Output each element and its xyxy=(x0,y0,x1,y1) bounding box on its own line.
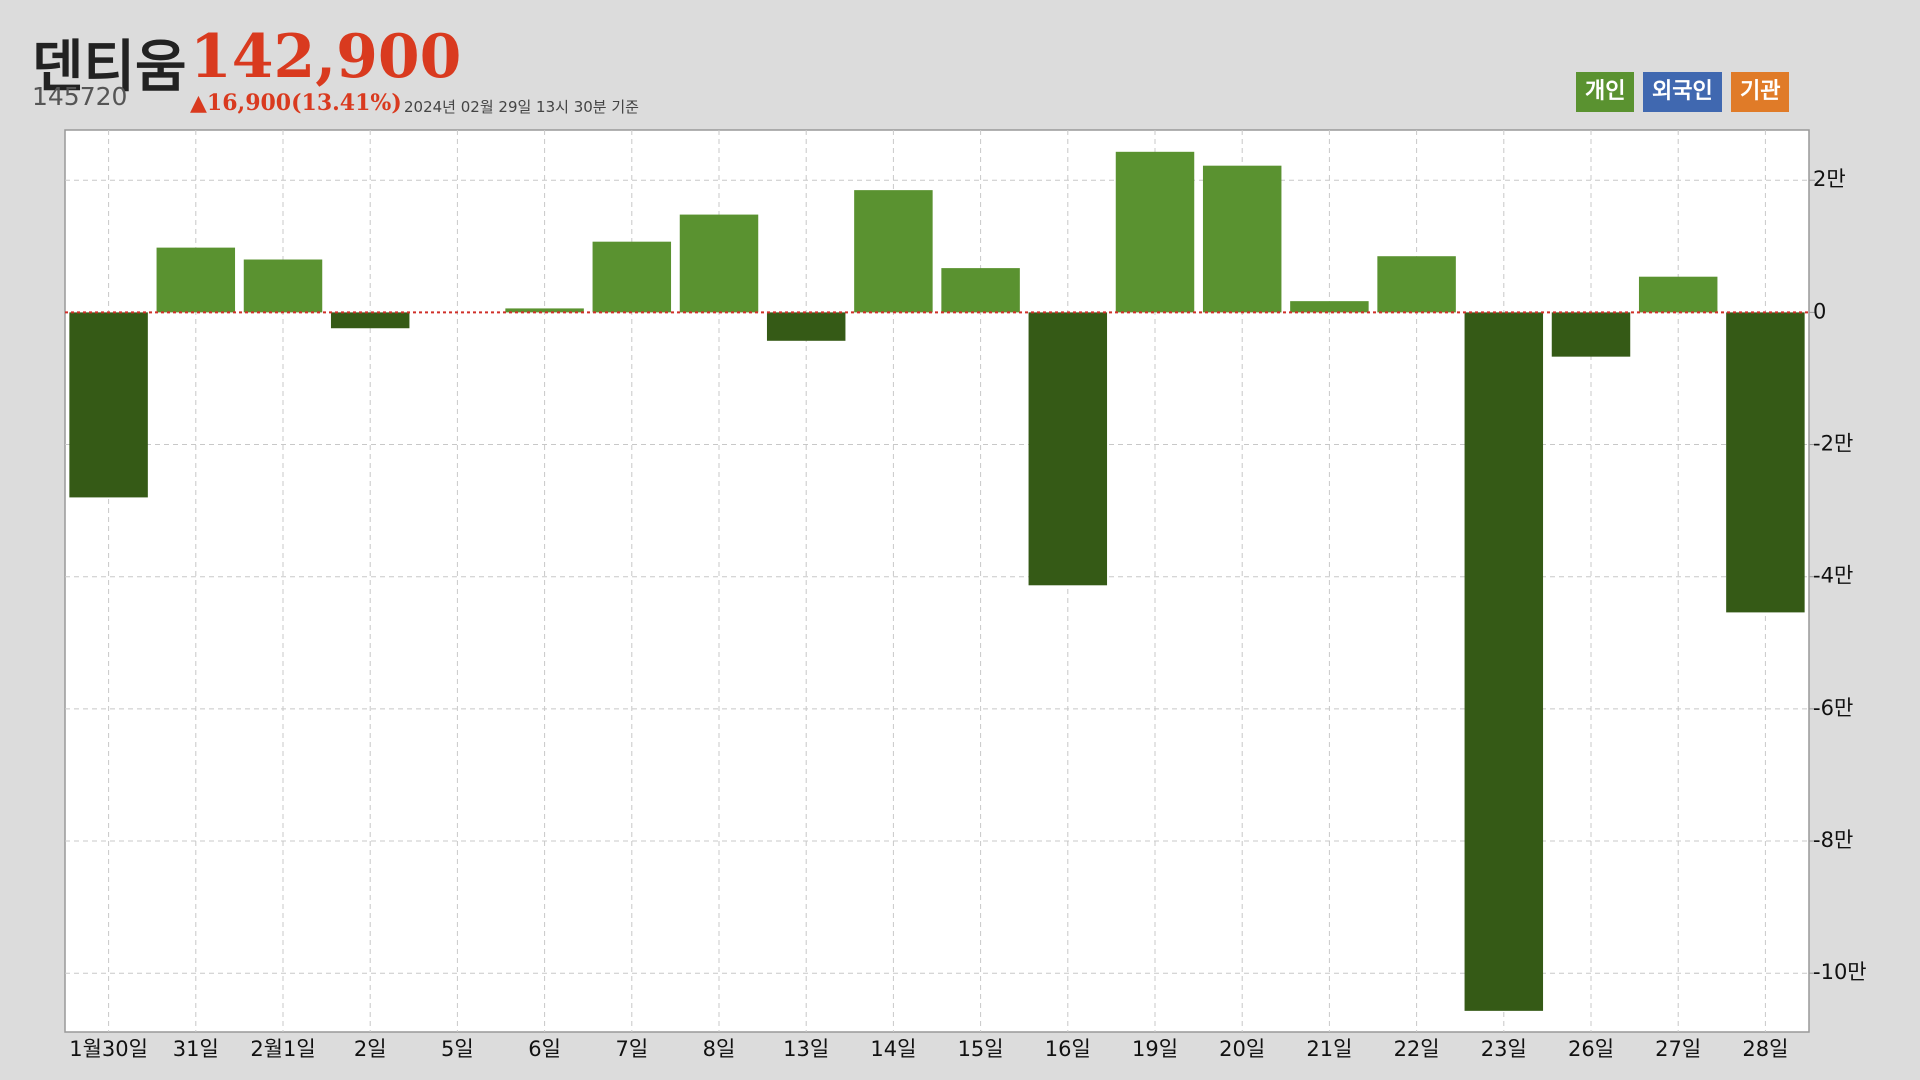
legend-button[interactable]: 기관 xyxy=(1731,72,1790,112)
x-tick-label: 22일 xyxy=(1394,1037,1440,1061)
legend-button[interactable]: 외국인 xyxy=(1643,72,1722,112)
x-tick-label: 28일 xyxy=(1742,1037,1788,1061)
x-tick-label: 8일 xyxy=(703,1037,736,1061)
plot-area xyxy=(64,129,1810,1033)
x-tick-label: 27일 xyxy=(1655,1037,1701,1061)
bar xyxy=(1202,165,1282,313)
bar xyxy=(941,268,1020,313)
y-tick-label: -6만 xyxy=(1813,696,1853,720)
x-tick-label: 2일 xyxy=(354,1037,387,1061)
x-tick-label: 5일 xyxy=(441,1037,474,1061)
x-tick-label: 7일 xyxy=(615,1037,648,1061)
y-tick-label: -8만 xyxy=(1813,828,1853,852)
stock-code: 145720 xyxy=(32,82,128,111)
bar xyxy=(679,214,759,313)
timestamp: 2024년 02월 29일 13시 30분 기준 xyxy=(404,98,639,116)
bar xyxy=(69,312,148,498)
bar xyxy=(1638,276,1718,313)
x-tick-label: 26일 xyxy=(1568,1037,1614,1061)
y-tick-label: -2만 xyxy=(1813,432,1853,456)
stock-name: 덴티움 xyxy=(32,35,187,100)
legend-button[interactable]: 개인 xyxy=(1576,72,1635,112)
bar xyxy=(1464,312,1544,1011)
x-tick-label: 19일 xyxy=(1132,1037,1178,1061)
bar xyxy=(1551,312,1631,357)
bar xyxy=(854,190,933,313)
bar xyxy=(766,312,846,341)
bar xyxy=(330,312,410,329)
x-tick-label: 6일 xyxy=(528,1037,561,1061)
bar xyxy=(1290,301,1369,313)
x-tick-label: 2월1일 xyxy=(250,1037,315,1061)
x-tick-label: 1월30일 xyxy=(69,1037,148,1061)
bar xyxy=(156,247,236,313)
bar xyxy=(1377,256,1456,313)
bar xyxy=(1028,312,1108,586)
y-tick-label: 0 xyxy=(1813,299,1826,323)
bar xyxy=(592,241,672,313)
price-change: ▲16,900(13.41%) xyxy=(190,90,402,116)
y-tick-label: 2만 xyxy=(1813,167,1846,191)
x-tick-label: 23일 xyxy=(1481,1037,1527,1061)
bar xyxy=(243,259,323,313)
x-tick-label: 15일 xyxy=(958,1037,1004,1061)
x-tick-label: 21일 xyxy=(1306,1037,1352,1061)
bar xyxy=(505,308,584,313)
x-tick-label: 31일 xyxy=(173,1037,219,1061)
x-tick-label: 16일 xyxy=(1045,1037,1091,1061)
stock-price: 142,900 xyxy=(190,22,462,92)
bar xyxy=(1726,312,1805,613)
y-tick-label: -4만 xyxy=(1813,564,1853,588)
x-tick-label: 14일 xyxy=(870,1037,916,1061)
bar xyxy=(1115,151,1195,313)
x-tick-label: 13일 xyxy=(783,1037,829,1061)
y-tick-label: -10만 xyxy=(1813,960,1867,984)
x-tick-label: 20일 xyxy=(1219,1037,1265,1061)
